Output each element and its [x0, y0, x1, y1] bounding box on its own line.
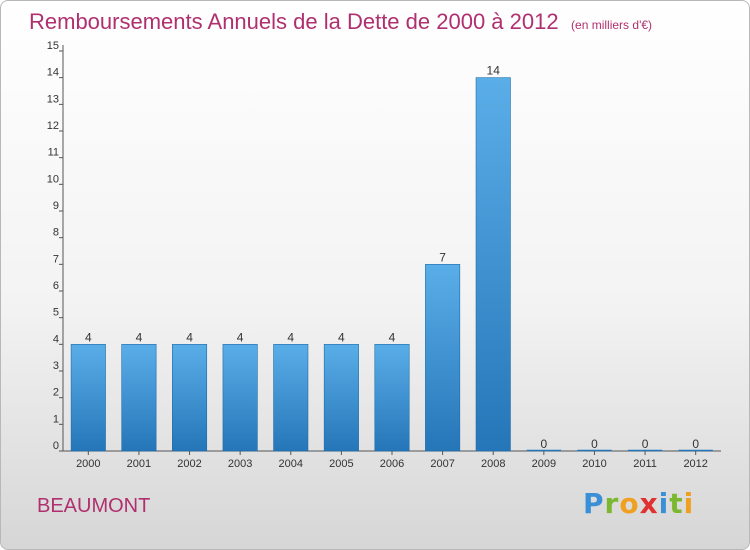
bar [222, 344, 258, 452]
logo-letter: t [669, 487, 684, 520]
x-tick-label: 2002 [177, 458, 201, 470]
x-tick-label: 2007 [430, 458, 454, 470]
y-tick-label: 4 [53, 333, 59, 345]
bar [172, 344, 208, 452]
bars [70, 77, 713, 452]
proxiti-logo: Proxiti [583, 487, 694, 520]
logo-letter: i [658, 487, 670, 520]
bar [374, 344, 410, 452]
x-tick-label: 2010 [582, 458, 606, 470]
x-tick-label: 2008 [481, 458, 505, 470]
logo-letter: o [619, 487, 640, 520]
data-label: 4 [338, 330, 345, 344]
logo-letter: i [683, 487, 695, 520]
data-label: 0 [692, 437, 699, 451]
data-label: 4 [186, 330, 193, 344]
data-label: 7 [439, 250, 446, 264]
y-tick-label: 3 [53, 360, 59, 372]
data-label: 4 [237, 330, 244, 344]
y-tick-label: 10 [47, 173, 59, 185]
labels: 2000 4 2001 4 2002 4 2003 4 2004 4 2005 4 2006 4 2007 7… [76, 64, 708, 470]
y-tick-label: 1 [53, 413, 59, 425]
bar [425, 264, 461, 452]
logo-letter: P [583, 487, 605, 520]
y-tick-label: 9 [53, 200, 59, 212]
bar [121, 344, 157, 452]
commune-name: BEAUMONT [37, 495, 151, 517]
x-tick-label: 2003 [228, 458, 252, 470]
x-tick-label: 2004 [279, 458, 303, 470]
y-tick-label: 0 [53, 440, 59, 452]
y-tick-label: 11 [48, 147, 59, 159]
bar [70, 344, 106, 452]
y-tick-label: 5 [53, 307, 59, 319]
data-label: 0 [541, 437, 548, 451]
logo-letter: r [604, 487, 620, 520]
y-tick-label: 8 [53, 227, 59, 239]
data-label: 4 [136, 330, 143, 344]
y-tick-label: 15 [47, 40, 59, 52]
y-tick-label: 12 [47, 120, 59, 132]
x-tick-label: 2006 [380, 458, 404, 470]
x-tick-label: 2000 [76, 458, 100, 470]
data-label: 14 [487, 64, 501, 78]
bar [475, 77, 511, 452]
bar [323, 344, 359, 452]
y-tick-label: 13 [47, 93, 59, 105]
x-tick-label: 2011 [633, 458, 657, 470]
logo-letter: x [639, 487, 659, 520]
chart-title: Remboursements Annuels de la Dette de 20… [29, 9, 559, 34]
y-tick-label: 6 [53, 280, 59, 292]
data-label: 4 [389, 330, 396, 344]
y-tick-label: 7 [53, 253, 59, 265]
chart-title-block: Remboursements Annuels de la Dette de 20… [29, 9, 652, 35]
y-tick-label: 14 [47, 67, 59, 79]
x-tick-label: 2005 [329, 458, 353, 470]
data-label: 4 [85, 330, 92, 344]
chart-unit: (en milliers d'€) [571, 18, 653, 32]
x-tick-label: 2012 [683, 458, 707, 470]
x-tick-label: 2009 [532, 458, 556, 470]
data-label: 4 [287, 330, 294, 344]
data-label: 0 [591, 437, 598, 451]
x-tick-label: 2001 [127, 458, 151, 470]
bar [273, 344, 309, 452]
y-tick-label: 2 [53, 387, 59, 399]
data-label: 0 [642, 437, 649, 451]
